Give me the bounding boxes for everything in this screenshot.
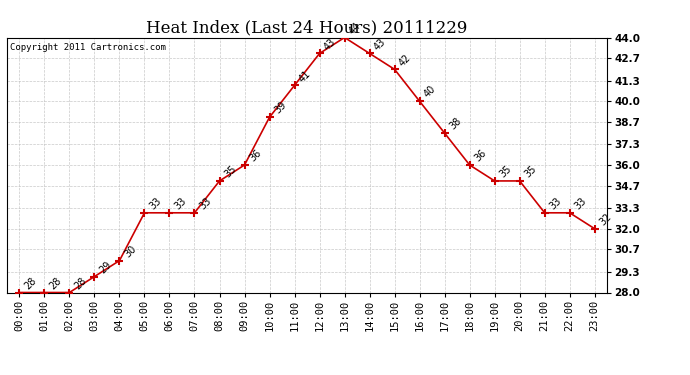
Text: 42: 42 xyxy=(397,52,413,68)
Text: 32: 32 xyxy=(598,211,613,227)
Text: 43: 43 xyxy=(373,36,388,52)
Text: 29: 29 xyxy=(97,260,113,275)
Text: 33: 33 xyxy=(547,196,563,211)
Text: 36: 36 xyxy=(473,148,488,164)
Text: 43: 43 xyxy=(322,36,338,52)
Text: 38: 38 xyxy=(447,116,463,132)
Text: 44: 44 xyxy=(347,20,363,36)
Text: 39: 39 xyxy=(273,100,288,116)
Text: 28: 28 xyxy=(22,275,38,291)
Text: Copyright 2011 Cartronics.com: Copyright 2011 Cartronics.com xyxy=(10,43,166,52)
Text: 33: 33 xyxy=(573,196,588,211)
Text: 33: 33 xyxy=(147,196,163,211)
Text: 30: 30 xyxy=(122,243,138,259)
Text: 40: 40 xyxy=(422,84,438,100)
Text: 33: 33 xyxy=(197,196,213,211)
Text: 35: 35 xyxy=(222,164,238,180)
Text: 28: 28 xyxy=(72,275,88,291)
Text: 33: 33 xyxy=(172,196,188,211)
Text: 28: 28 xyxy=(47,275,63,291)
Text: 35: 35 xyxy=(522,164,538,180)
Title: Heat Index (Last 24 Hours) 20111229: Heat Index (Last 24 Hours) 20111229 xyxy=(146,19,468,36)
Text: 36: 36 xyxy=(247,148,263,164)
Text: 35: 35 xyxy=(497,164,513,180)
Text: 41: 41 xyxy=(297,68,313,84)
